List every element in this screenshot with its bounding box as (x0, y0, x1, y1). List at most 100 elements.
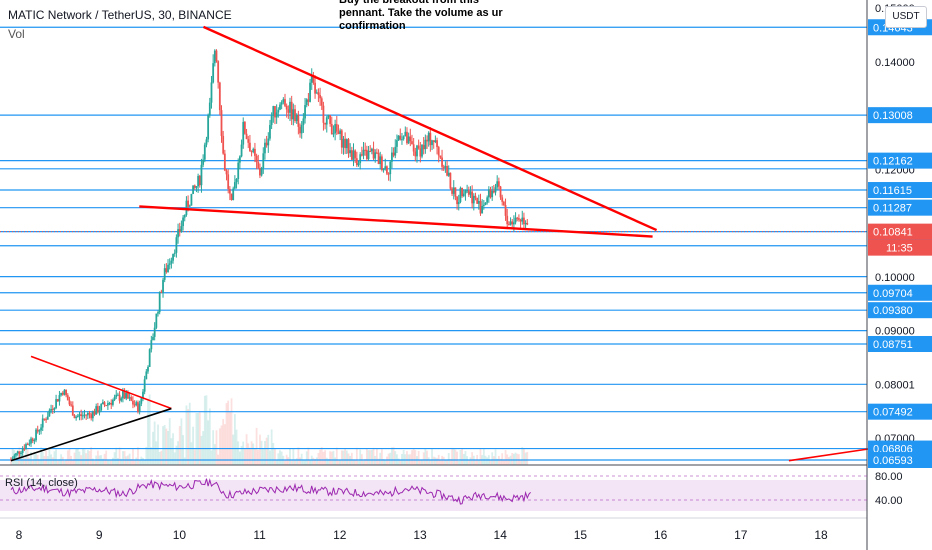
candle-body (454, 187, 457, 197)
candle-body (421, 144, 423, 157)
candle-body (157, 312, 159, 314)
candle-body (182, 217, 184, 227)
candle-body (309, 82, 311, 102)
candle-body (21, 448, 24, 453)
volume-bar (342, 450, 345, 465)
candle-body (232, 188, 235, 200)
volume-bar (267, 434, 270, 465)
candle-body (25, 444, 27, 450)
candle-body (71, 405, 74, 416)
y-tick-label: 0.08001 (875, 379, 915, 391)
x-tick-label: 15 (574, 528, 588, 542)
volume-bar (456, 451, 458, 465)
candle-body (277, 109, 280, 113)
volume-bar (357, 460, 360, 465)
candle-body (509, 221, 512, 225)
candle-body (55, 399, 57, 409)
volume-bar (499, 458, 502, 465)
volume-bar (486, 457, 489, 465)
volume-bar (140, 456, 143, 465)
candle-body (426, 139, 428, 142)
volume-bar (257, 449, 260, 465)
candle-body (172, 253, 174, 261)
candle-body (11, 458, 14, 460)
candle-body (237, 162, 240, 179)
candle-body (225, 170, 228, 175)
volume-bar (96, 450, 99, 465)
candle-body (145, 371, 148, 380)
volume-bar (192, 426, 195, 465)
candle-body (397, 135, 400, 141)
candle-body (467, 190, 470, 195)
trendline (139, 205, 653, 238)
candle-body (449, 172, 452, 189)
candle-body (329, 115, 332, 124)
candle-body (48, 410, 51, 417)
candle-body (451, 188, 453, 194)
volume-bar (237, 441, 240, 465)
volume-bar (117, 458, 119, 465)
current-price-label: 0.10841 (873, 227, 913, 239)
volume-bar (519, 459, 522, 465)
volume-bar (242, 441, 245, 465)
volume-bar (75, 448, 78, 465)
candle-body (128, 397, 131, 399)
candle-body (506, 215, 509, 225)
candle-body (177, 229, 179, 238)
volume-bar (230, 398, 233, 465)
candle-body (419, 148, 422, 157)
candle-body (13, 455, 16, 459)
volume-bar (170, 438, 173, 465)
candle-body (519, 219, 522, 222)
volume-bar (340, 450, 343, 465)
candle-body (481, 205, 484, 214)
x-tick-label: 17 (734, 528, 748, 542)
volume-bar (312, 457, 315, 465)
candle-body (274, 106, 276, 118)
candle-body (302, 118, 305, 126)
volume-bar (350, 452, 353, 465)
candle-body (295, 115, 298, 121)
candle-body (447, 172, 450, 176)
candle-body (85, 414, 88, 416)
volume-bar (324, 450, 326, 465)
volume-bar (108, 460, 111, 465)
candle-body (377, 153, 380, 165)
countdown-tag (868, 239, 932, 256)
currency-button[interactable]: USDT (885, 6, 927, 28)
candle-body (412, 144, 415, 152)
candle-body (392, 152, 395, 156)
candle-body (95, 406, 98, 415)
volume-bar (384, 459, 387, 465)
candle-body (98, 410, 101, 413)
volume-bar (150, 447, 153, 465)
candle-body (46, 416, 49, 420)
volume-bar (474, 459, 477, 465)
candle-body (282, 99, 285, 103)
volume-bar (157, 424, 159, 465)
candle-body (327, 115, 330, 118)
volume-bar (274, 448, 276, 465)
candle-body (210, 82, 213, 103)
candle-body (507, 224, 510, 226)
volume-bar (158, 451, 161, 465)
candle-body (370, 148, 373, 152)
volume-bar (163, 425, 166, 465)
candle-body (521, 217, 524, 222)
candle-body (255, 155, 258, 163)
volume-bar (133, 459, 136, 465)
candle-body (167, 264, 169, 273)
volume-bar (432, 456, 435, 465)
volume-bar (101, 458, 104, 465)
volume-bar (238, 451, 241, 465)
candle-body (70, 404, 73, 406)
volume-bar (112, 457, 114, 465)
volume-bar (118, 447, 121, 465)
trendline (30, 355, 172, 410)
candle-body (43, 418, 46, 420)
volume-bars (10, 394, 529, 465)
volume-bar (424, 448, 427, 465)
candle-body (160, 291, 163, 293)
volume-bar (185, 405, 188, 465)
